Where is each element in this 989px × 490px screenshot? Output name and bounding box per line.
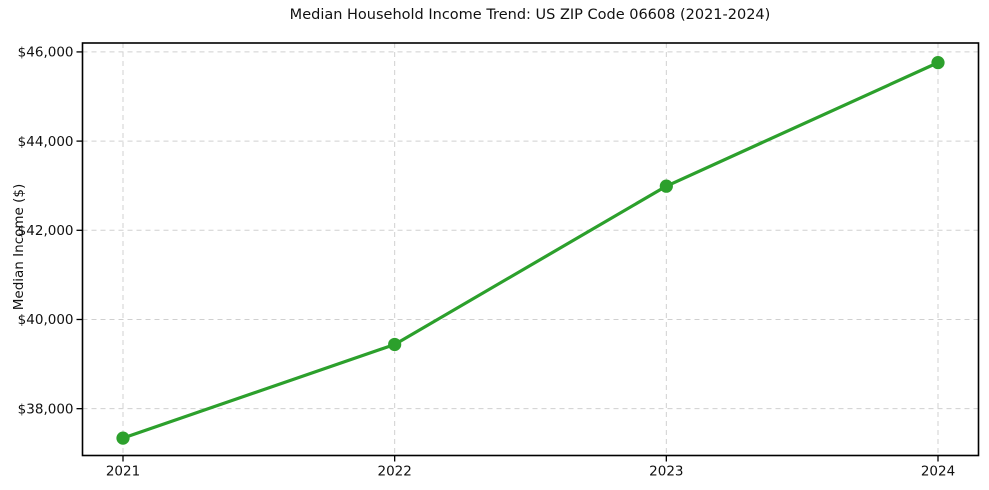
y-tick-label: $42,000 <box>18 223 74 239</box>
x-tick-label: 2023 <box>649 464 683 480</box>
y-tick-label: $38,000 <box>18 401 74 417</box>
x-tick-label: 2022 <box>377 464 411 480</box>
data-point-2021 <box>116 431 130 445</box>
y-tick-label: $46,000 <box>18 45 74 61</box>
y-tick-label: $44,000 <box>18 134 74 150</box>
x-tick-label: 2021 <box>106 464 140 480</box>
y-tick-label: $40,000 <box>18 312 74 328</box>
plot-border <box>81 42 980 457</box>
data-point-2024 <box>931 56 945 70</box>
x-tick-label: 2024 <box>921 464 955 480</box>
data-point-2023 <box>659 179 673 193</box>
chart-title: Median Household Income Trend: US ZIP Co… <box>289 7 771 23</box>
income-trend-line <box>121 61 940 440</box>
data-point-2022 <box>388 337 402 352</box>
